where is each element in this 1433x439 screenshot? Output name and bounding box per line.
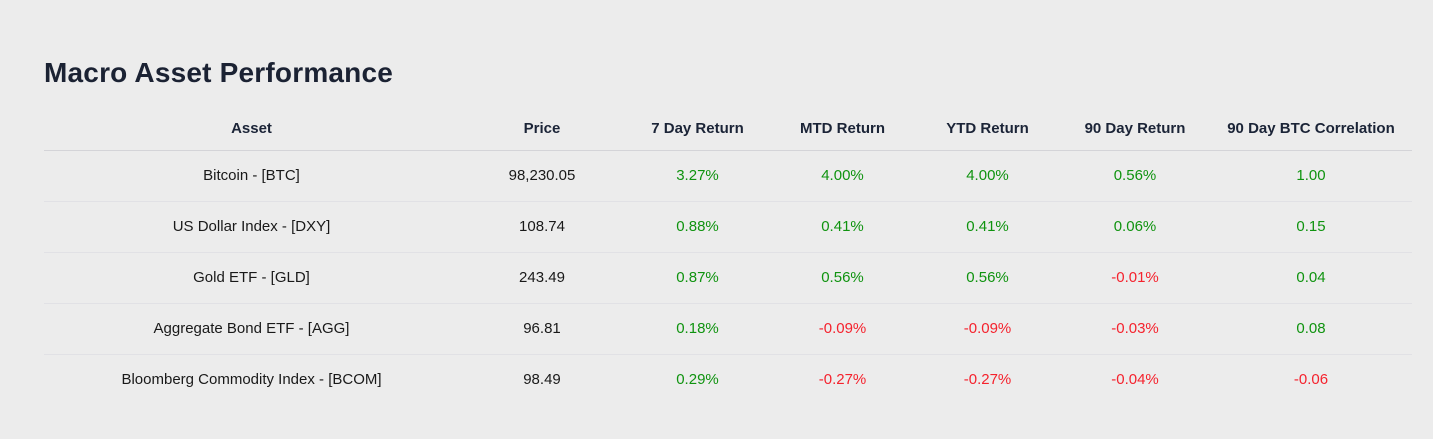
return-90d-cell: 0.56% [1060, 150, 1210, 202]
page-title: Macro Asset Performance [44, 57, 394, 88]
return-7d-cell: 0.18% [625, 303, 770, 355]
table-row-agg: Aggregate Bond ETF - [AGG] 96.81 0.18% -… [44, 303, 1412, 355]
return-7d-cell: 0.88% [625, 201, 770, 253]
column-header-90-day-return: 90 Day Return [1060, 113, 1210, 151]
return-mtd-cell: -0.09% [770, 303, 915, 355]
table-row-bcom: Bloomberg Commodity Index - [BCOM] 98.49… [44, 354, 1412, 405]
btc-correlation-cell: 0.15 [1210, 201, 1412, 253]
price-cell: 98,230.05 [459, 150, 625, 202]
asset-name-cell: Bloomberg Commodity Index - [BCOM] [121, 371, 382, 389]
return-7d-cell: 3.27% [625, 150, 770, 202]
column-header-asset: Asset [44, 113, 459, 151]
asset-name-cell: Bitcoin - [BTC] [44, 150, 459, 202]
table-row-btc: Bitcoin - [BTC] 98,230.05 3.27% 4.00% 4.… [44, 150, 1412, 202]
column-header-price: Price [459, 113, 625, 151]
price-cell: 243.49 [459, 252, 625, 304]
column-header-7-day-return: 7 Day Return [625, 113, 770, 151]
price-cell: 108.74 [459, 201, 625, 253]
price-cell: 98.49 [523, 371, 561, 389]
btc-correlation-cell: 1.00 [1210, 150, 1412, 202]
asset-name-cell: US Dollar Index - [DXY] [44, 201, 459, 253]
return-90d-cell: 0.06% [1060, 201, 1210, 253]
return-7d-cell: 0.29% [676, 371, 719, 389]
macro-asset-performance-table: Asset Price 7 Day Return MTD Return YTD … [44, 113, 1412, 405]
return-mtd-cell: -0.27% [818, 371, 867, 389]
macro-asset-performance-panel: Macro Asset Performance Asset Price 7 Da… [44, 57, 1412, 405]
return-7d-cell: 0.87% [625, 252, 770, 304]
return-ytd-cell: -0.09% [915, 303, 1060, 355]
table-header-row: Asset Price 7 Day Return MTD Return YTD … [44, 113, 1412, 151]
btc-correlation-cell: -0.06 [1293, 371, 1329, 389]
price-cell: 96.81 [459, 303, 625, 355]
btc-correlation-cell: 0.04 [1210, 252, 1412, 304]
table-row-dxy: US Dollar Index - [DXY] 108.74 0.88% 0.4… [44, 201, 1412, 253]
return-90d-cell: -0.03% [1060, 303, 1210, 355]
column-header-ytd-return: YTD Return [915, 113, 1060, 151]
return-90d-cell: -0.04% [1111, 371, 1159, 389]
return-90d-cell: -0.01% [1060, 252, 1210, 304]
return-ytd-cell: 0.56% [915, 252, 1060, 304]
btc-correlation-cell: 0.08 [1210, 303, 1412, 355]
column-header-mtd-return: MTD Return [770, 113, 915, 151]
table-body: Bitcoin - [BTC] 98,230.05 3.27% 4.00% 4.… [44, 150, 1412, 405]
table-header: Asset Price 7 Day Return MTD Return YTD … [44, 113, 1412, 151]
return-mtd-cell: 0.56% [770, 252, 915, 304]
table-row-gld: Gold ETF - [GLD] 243.49 0.87% 0.56% 0.56… [44, 252, 1412, 304]
return-ytd-cell: -0.27% [963, 371, 1012, 389]
return-ytd-cell: 0.41% [915, 201, 1060, 253]
return-mtd-cell: 0.41% [770, 201, 915, 253]
asset-name-cell: Aggregate Bond ETF - [AGG] [44, 303, 459, 355]
asset-name-cell: Gold ETF - [GLD] [44, 252, 459, 304]
return-mtd-cell: 4.00% [770, 150, 915, 202]
column-header-90-day-btc-corr: 90 Day BTC Correlation [1210, 113, 1412, 151]
return-ytd-cell: 4.00% [915, 150, 1060, 202]
